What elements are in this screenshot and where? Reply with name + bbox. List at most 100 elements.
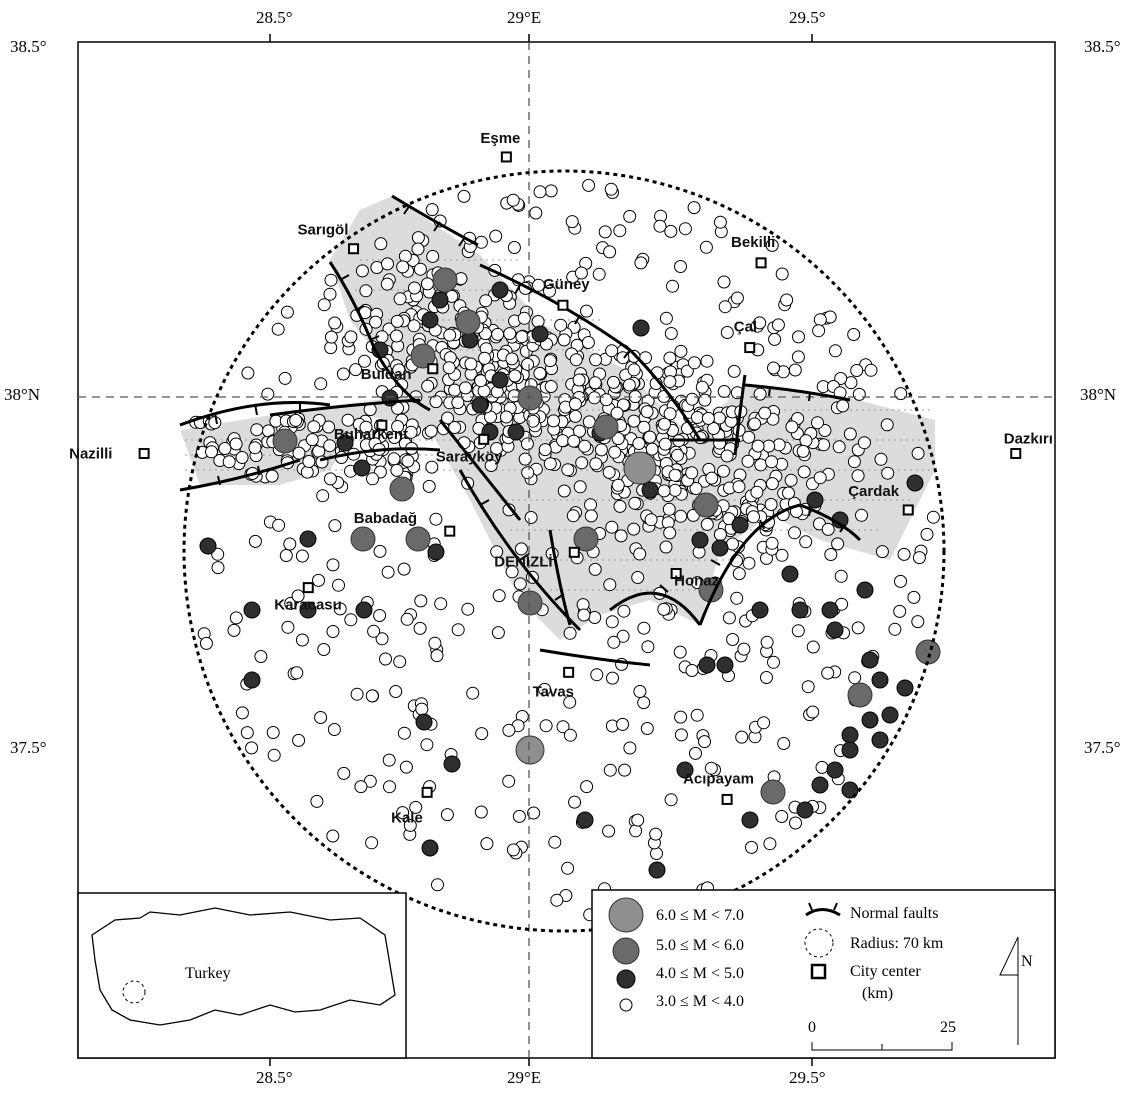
graticule <box>78 42 1055 1058</box>
quake-m3 <box>538 443 552 457</box>
quake-m3 <box>350 687 364 701</box>
quake-m3 <box>797 465 811 479</box>
quake-m6 <box>623 451 657 485</box>
quake-m3 <box>344 613 358 627</box>
quake-m3 <box>533 366 547 380</box>
quake-m3 <box>374 237 388 251</box>
quake-m4 <box>421 311 439 329</box>
legend-m5-label: 5.0 ≤ M < 6.0 <box>656 937 744 954</box>
quake-m3 <box>457 189 471 203</box>
inset-frame <box>77 892 407 1059</box>
quake-m3 <box>365 689 379 703</box>
quake-m3 <box>813 313 827 327</box>
quake-m3 <box>229 437 243 451</box>
city-centers: Eşme Sarıgöl Bekilli Güney Çal Buldan Buharken… <box>69 130 1053 826</box>
quake-m3 <box>857 436 871 450</box>
quake-m3 <box>415 702 429 716</box>
quake-m3 <box>792 330 805 344</box>
quake-m3 <box>563 626 577 640</box>
city-label-7: Nazilli <box>69 445 112 462</box>
quake-m3 <box>894 574 907 588</box>
quake-m3 <box>413 621 427 635</box>
quake-m6 <box>515 735 545 765</box>
quake-m3 <box>392 363 406 377</box>
quake-m3 <box>689 482 703 495</box>
quake-m3 <box>894 387 908 401</box>
quake-m3 <box>782 486 795 500</box>
quake-m3 <box>380 277 394 291</box>
city-label-17: Kale <box>391 809 423 826</box>
quake-m3 <box>637 696 651 710</box>
quake-m3 <box>851 469 865 483</box>
quake-m3 <box>266 726 280 739</box>
quake-m3 <box>381 565 395 579</box>
lon-tick-bottom-2: 29°E <box>507 1068 542 1087</box>
quake-m3 <box>616 717 630 731</box>
quake-m3 <box>767 655 780 669</box>
quake-m3 <box>848 671 862 685</box>
quake-m3 <box>373 609 387 622</box>
city-marker-11 <box>444 525 456 537</box>
quake-m3 <box>832 440 846 454</box>
quake-m3 <box>506 843 520 857</box>
quake-m3 <box>292 733 306 747</box>
quake-m4 <box>491 281 509 299</box>
quake-m3 <box>407 319 421 333</box>
quake-m3 <box>281 620 295 634</box>
quake-m3 <box>508 369 522 383</box>
quake-m3 <box>587 391 601 405</box>
quake-m3 <box>737 642 751 656</box>
quake-m3 <box>687 201 701 215</box>
quake-m3 <box>568 409 582 423</box>
city-label-8: Sarayköy <box>436 448 503 465</box>
city-label-11: Babadağ <box>354 510 417 527</box>
quake-m3 <box>775 548 789 562</box>
quake-m3 <box>836 399 850 413</box>
quake-m3 <box>222 455 236 469</box>
quake-m3 <box>527 806 541 820</box>
quake-m4 <box>896 679 914 697</box>
quake-m4 <box>648 861 666 879</box>
quake-m4 <box>471 396 489 414</box>
city-label-15: Tavas <box>533 683 574 700</box>
quake-m3 <box>424 424 438 438</box>
lat-tick-right-north: 38.5° <box>1084 37 1121 56</box>
quake-m3 <box>491 327 505 341</box>
quake-m3 <box>616 629 630 643</box>
quake-m3 <box>611 432 625 446</box>
quake-m3 <box>409 800 423 814</box>
quake-m3 <box>425 203 439 217</box>
quake-m4 <box>427 543 445 561</box>
quake-m3 <box>673 645 687 659</box>
quake-m3 <box>580 304 593 318</box>
city-marker-2 <box>755 257 767 269</box>
city-marker-8 <box>478 433 490 445</box>
quake-m3 <box>705 471 719 485</box>
quake-m3 <box>328 519 342 533</box>
north-label: N <box>1021 953 1033 970</box>
map-frame <box>77 41 1056 1059</box>
quake-m3 <box>758 406 772 420</box>
quake-m3 <box>788 526 801 540</box>
quake-m3 <box>658 437 672 451</box>
quake-m3 <box>271 322 285 336</box>
quake-m3 <box>280 305 294 319</box>
quake-m3 <box>429 512 443 526</box>
quake-m3 <box>732 480 746 494</box>
quake-m3 <box>442 361 456 375</box>
quake-m3 <box>605 344 619 358</box>
quake-m4 <box>691 531 709 549</box>
quake-m3 <box>565 215 579 229</box>
quake-m3 <box>582 415 596 429</box>
quake-m3 <box>610 406 624 420</box>
lat-tick-left-north: 38.5° <box>10 37 47 56</box>
quake-m3 <box>333 602 347 616</box>
quake-m3 <box>344 330 358 344</box>
quake-m3 <box>796 444 810 458</box>
quake-m3 <box>278 371 292 385</box>
turkey-outline <box>91 907 396 1026</box>
legend-m6-label: 6.0 ≤ M < 7.0 <box>656 907 744 924</box>
quake-m4 <box>861 711 879 729</box>
quake-m3 <box>561 861 575 875</box>
